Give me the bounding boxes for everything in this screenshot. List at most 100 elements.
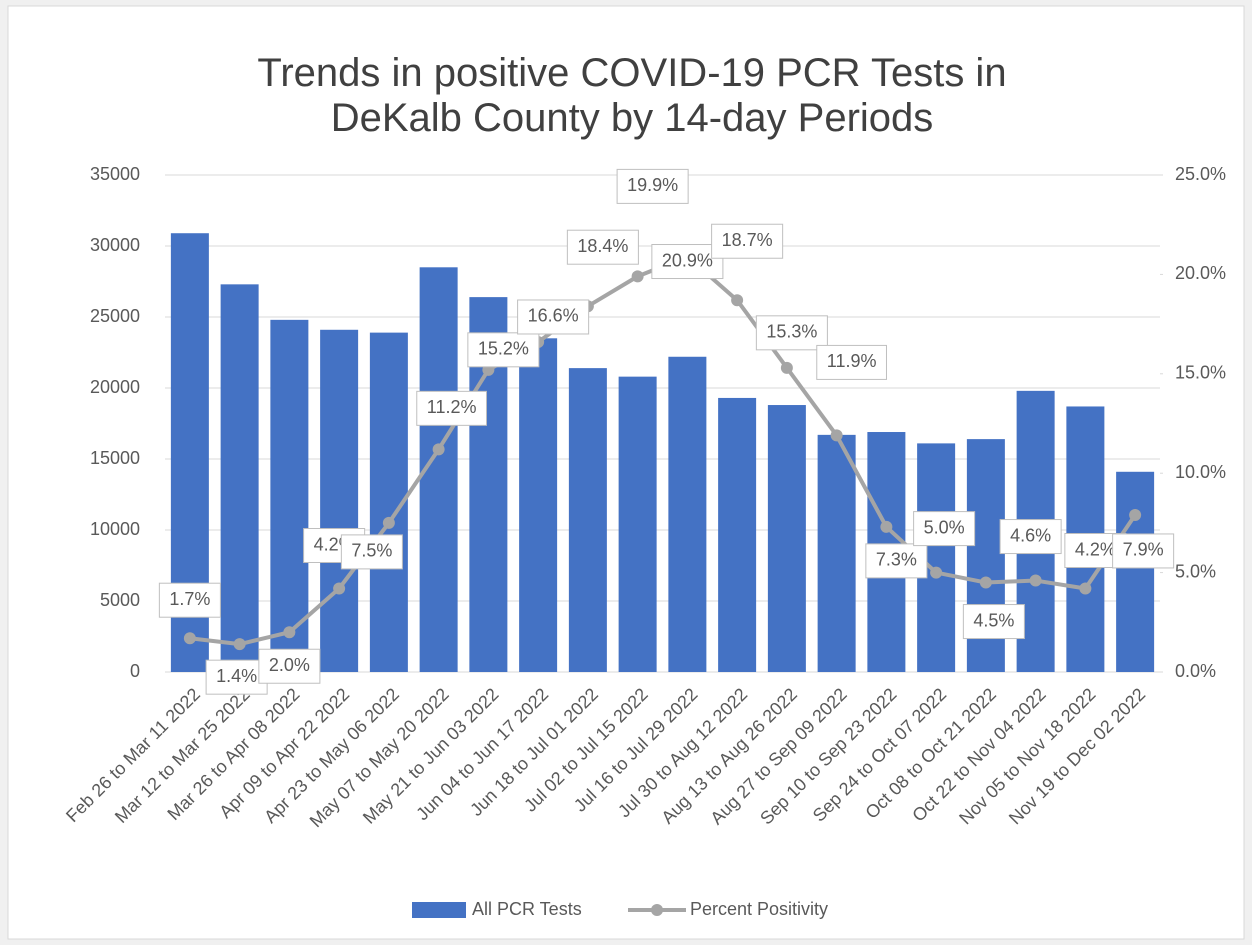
bar [519, 338, 558, 672]
legend-swatch [651, 904, 663, 916]
title-text: Trends in positive COVID-19 PCR Tests in [257, 51, 1006, 95]
y-tick-label: 15000 [90, 448, 140, 468]
data-label: 4.5% [962, 604, 1025, 640]
data-label-text: 4.2% [1075, 539, 1116, 559]
data-label-text: 11.9% [827, 351, 877, 371]
data-label: 7.5% [340, 534, 403, 570]
marker [930, 566, 943, 579]
data-label-text: 4.6% [1010, 525, 1051, 545]
y2-tick-label: 15.0% [1175, 363, 1226, 383]
data-label-box [258, 648, 321, 684]
data-label: 5.0% [913, 511, 976, 547]
data-label: 18.4% [566, 229, 639, 265]
data-label: 2.0% [258, 648, 321, 684]
marker [830, 429, 843, 442]
data-label-text: 15.2% [478, 339, 529, 359]
data-label: 16.6% [517, 299, 590, 335]
y-tick-label: 5000 [100, 590, 140, 610]
y-tick-label: 30000 [90, 235, 140, 255]
data-label: 18.7% [711, 223, 784, 259]
bar [320, 329, 359, 672]
marker [283, 626, 296, 639]
legend-swatch [412, 902, 466, 918]
bar [568, 368, 607, 672]
y-tick-label: 20000 [90, 377, 140, 397]
y-tick-label: 25000 [90, 306, 140, 326]
data-label-box [340, 534, 403, 570]
bar [718, 397, 757, 672]
marker [780, 361, 793, 374]
y-tick-label: 10000 [90, 519, 140, 539]
y-tick-label: 35000 [90, 164, 140, 184]
marker [1029, 574, 1042, 587]
data-label-text: 7.9% [1123, 540, 1164, 560]
chart-title-line2: DeKalb County by 14-day Periods [331, 96, 934, 140]
marker [432, 443, 445, 456]
data-label-box [651, 244, 724, 280]
data-label: 20.9% [651, 244, 724, 280]
data-label-box [816, 344, 887, 380]
chart-title-line1: Trends in positive COVID-19 PCR Tests in [257, 51, 1006, 95]
data-label-box [1112, 533, 1175, 569]
data-label-text: 2.0% [269, 655, 310, 675]
data-label-text: 1.7% [169, 589, 210, 609]
data-label-box [158, 582, 221, 618]
data-label-text: 1.4% [216, 666, 257, 686]
data-label-box [416, 390, 487, 426]
marker [333, 582, 346, 595]
data-label-text: 4.5% [973, 610, 1014, 630]
data-label-text: 20.9% [662, 250, 713, 270]
data-label-box [566, 229, 639, 265]
data-label-text: 16.6% [528, 306, 579, 326]
y2-tick-label: 10.0% [1175, 462, 1226, 482]
bar [817, 434, 856, 672]
data-label-text: 7.3% [876, 550, 917, 570]
data-label-text: 11.2% [427, 397, 477, 417]
marker [631, 270, 644, 283]
data-label: 1.4% [205, 659, 268, 695]
data-label-box [616, 168, 689, 204]
bar [270, 319, 309, 672]
marker [233, 638, 246, 651]
legend-label: Percent Positivity [690, 899, 828, 919]
marker [979, 576, 992, 589]
data-label: 11.2% [416, 390, 487, 426]
bar [767, 405, 806, 672]
marker [382, 516, 395, 529]
data-label: 19.9% [616, 168, 689, 204]
data-label-box [999, 519, 1062, 555]
data-label-box [711, 223, 784, 259]
data-label-box [755, 315, 828, 351]
bar [618, 376, 657, 672]
data-label: 1.7% [158, 582, 221, 618]
data-label: 7.9% [1112, 533, 1175, 569]
y2-tick-label: 25.0% [1175, 164, 1226, 184]
legend-label: All PCR Tests [472, 899, 582, 919]
data-label-box [517, 299, 590, 335]
marker [731, 294, 744, 307]
data-label-text: 19.9% [627, 175, 678, 195]
marker [880, 520, 893, 533]
marker [1079, 582, 1092, 595]
title-text: DeKalb County by 14-day Periods [331, 96, 934, 140]
data-label: 15.2% [467, 332, 540, 368]
bar [668, 356, 707, 672]
y2-tick-label: 5.0% [1175, 561, 1216, 581]
marker [183, 632, 196, 645]
data-label-text: 5.0% [924, 517, 965, 537]
marker [1129, 508, 1142, 521]
data-label-text: 7.5% [351, 541, 392, 561]
data-label-text: 18.7% [722, 230, 773, 250]
y-tick-label: 0 [130, 661, 140, 681]
data-label-text: 18.4% [577, 236, 628, 256]
y2-tick-label: 20.0% [1175, 263, 1226, 283]
data-label: 4.6% [999, 519, 1062, 555]
data-label: 7.3% [865, 543, 928, 579]
bar [220, 284, 259, 672]
data-label-box [205, 659, 268, 695]
data-label-box [913, 511, 976, 547]
bar [1116, 471, 1155, 672]
data-label-text: 15.3% [766, 322, 817, 342]
y2-tick-label: 0.0% [1175, 661, 1216, 681]
